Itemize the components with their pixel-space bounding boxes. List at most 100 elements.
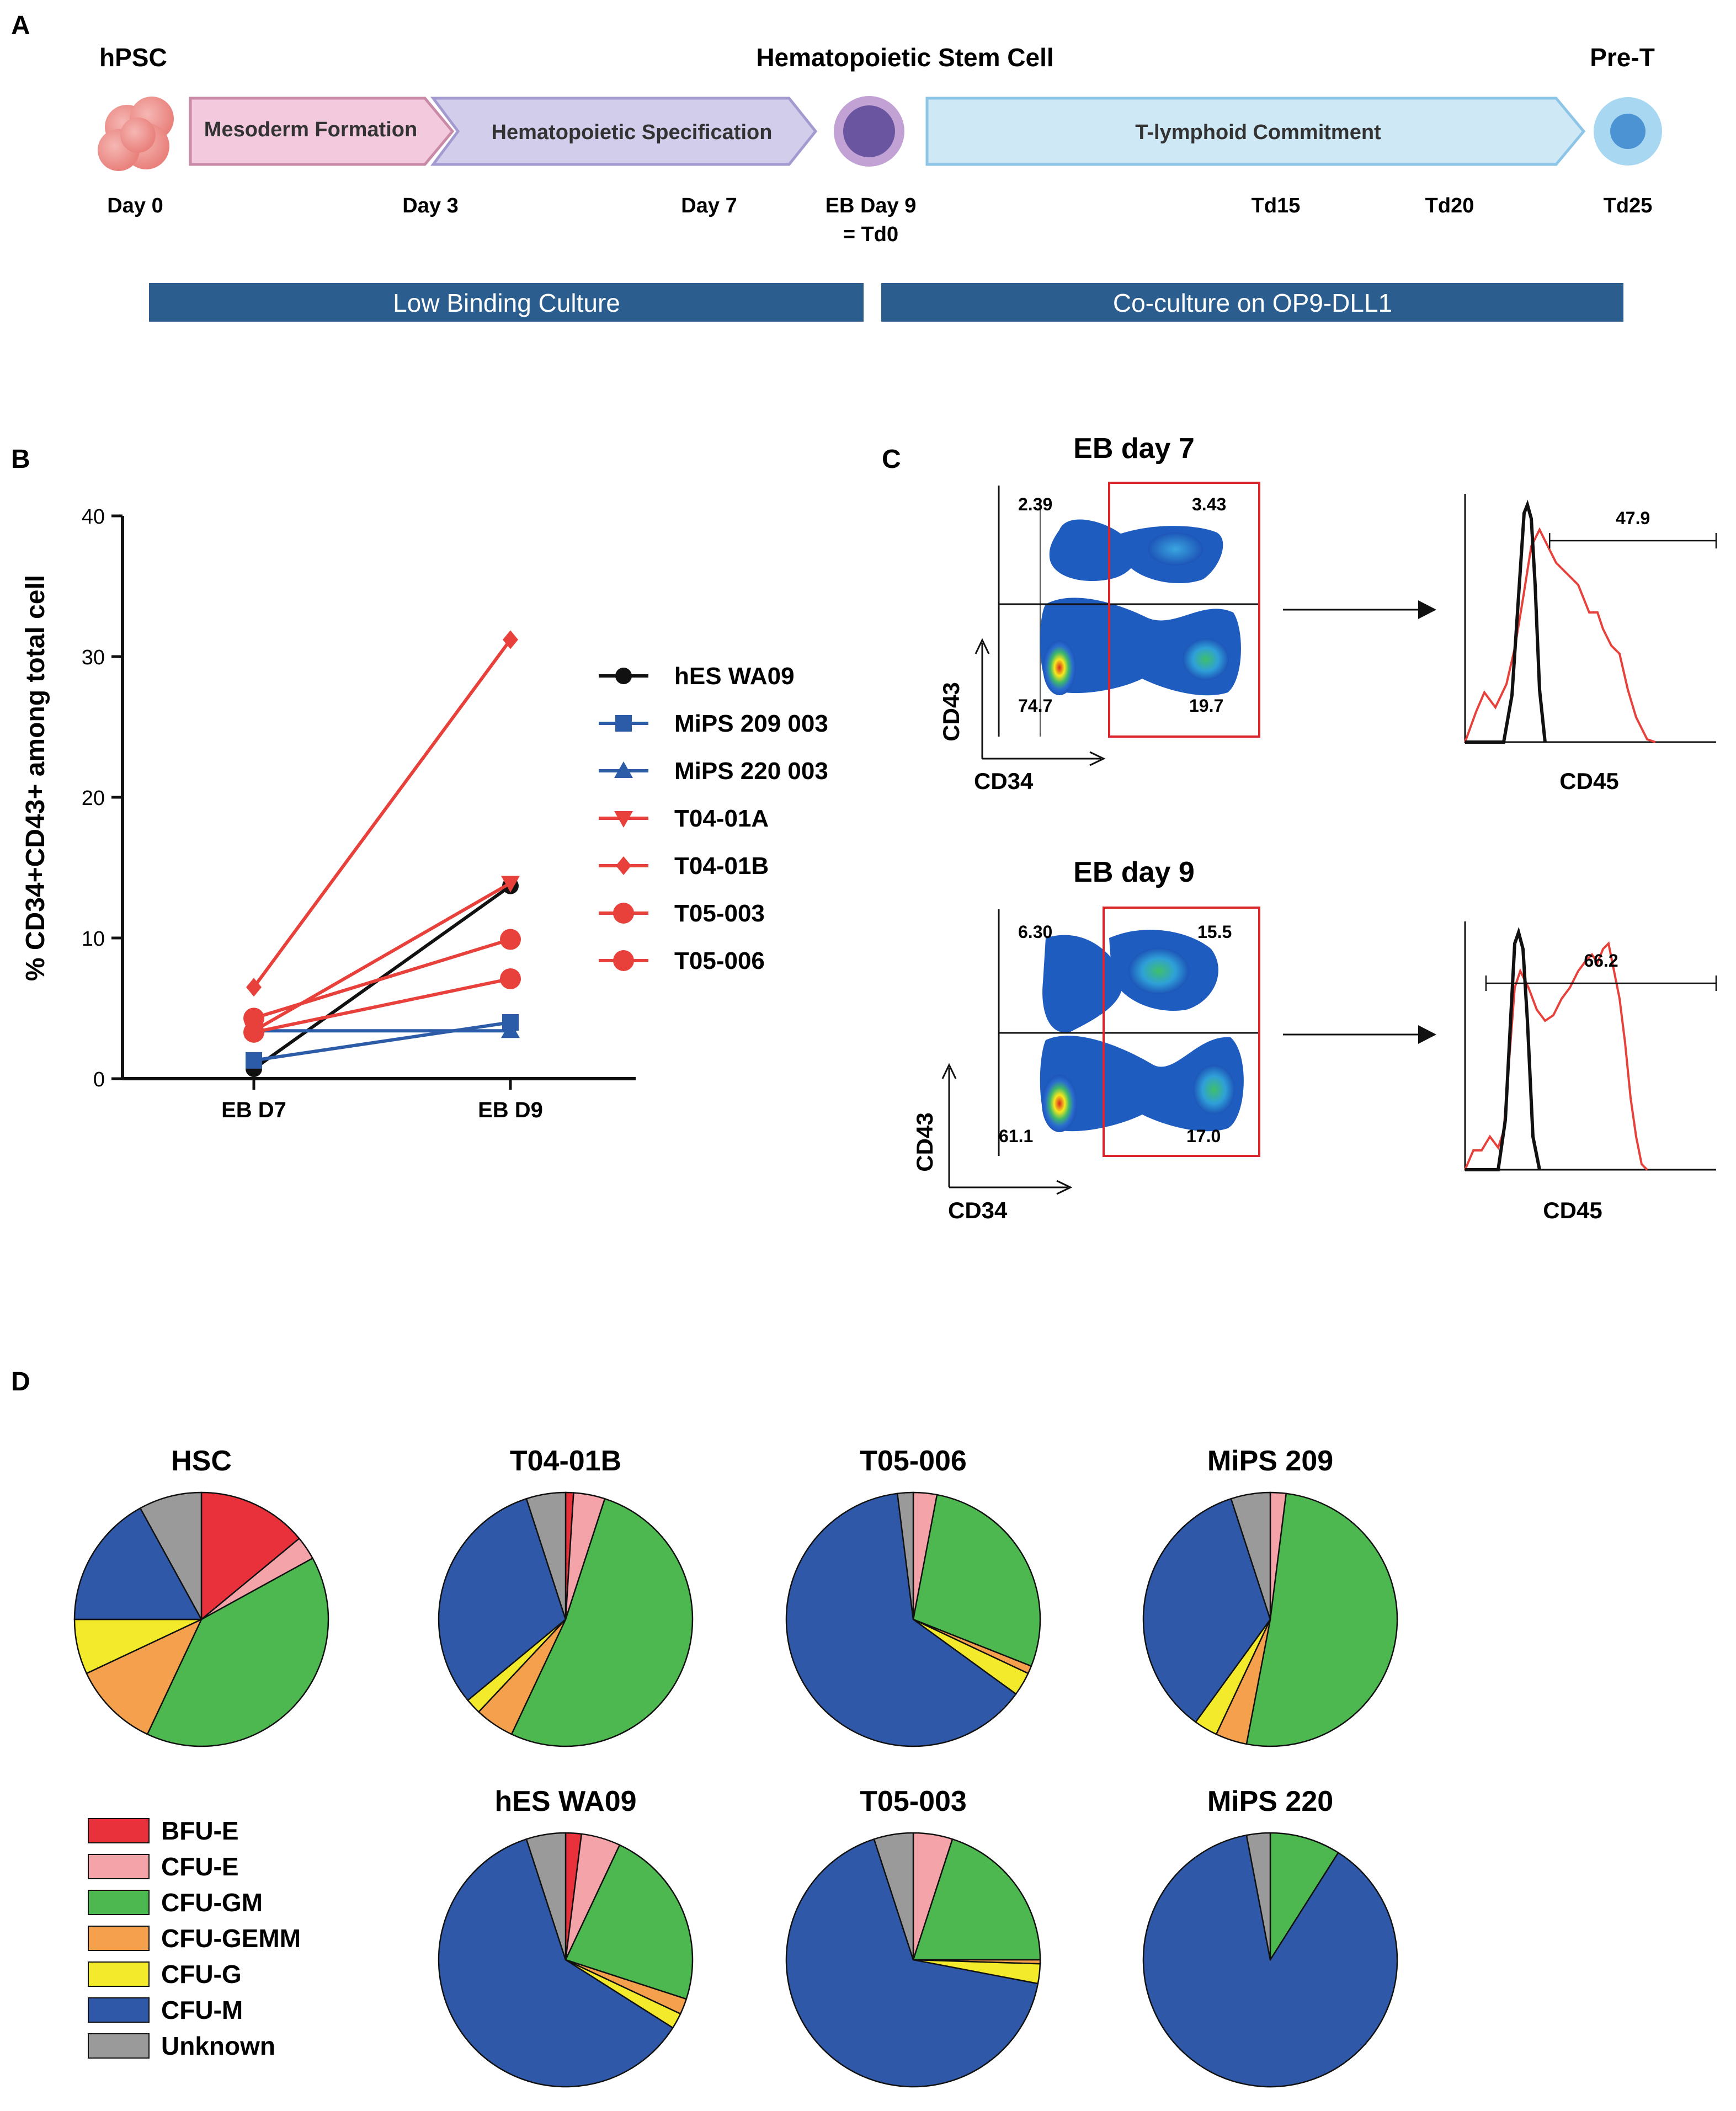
pie-legend-item-4: CFU-G (88, 1960, 242, 1989)
hemato-spec-arrow (430, 97, 818, 166)
pie-legend-swatch-1 (88, 1854, 150, 1879)
pie-1-slice-cfu-gm (510, 1497, 694, 1747)
mesoderm-label: Mesoderm Formation (204, 118, 417, 141)
pie-legend-swatch-2 (88, 1890, 150, 1915)
hpsc-cell-cluster-icon (98, 97, 174, 171)
y-ticks: 0 10 20 30 40 (82, 505, 123, 1091)
flow-arrow-day9 (1418, 1025, 1436, 1044)
pie-6-slice-unknown (1245, 1832, 1271, 1960)
pie-1: T04-01B (438, 1445, 694, 1747)
pie-5: T05-003 (785, 1785, 1041, 2088)
hemato-spec-label: Hematopoietic Specification (492, 121, 773, 144)
pie-legend: BFU-E CFU-E CFU-GM CFU-GEMM CFU-G CFU-M Unknow… (88, 1816, 301, 2060)
x-tick-label-1: EB D9 (478, 1098, 543, 1122)
series-4-point-0 (246, 978, 262, 997)
series-4 (246, 630, 518, 997)
y-tick-label-1: 10 (82, 927, 105, 951)
y-tick-label-2: 20 (82, 787, 105, 810)
pie-3-slice-unknown (1230, 1491, 1271, 1620)
td0: = Td0 (843, 223, 898, 246)
pie-legend-label-2: CFU-GM (161, 1888, 263, 1917)
legend-marker-0 (615, 668, 632, 684)
histogram-day9: 66.2 CD45 (1464, 921, 1717, 1223)
series-5-point-1 (500, 929, 521, 950)
series-line-4 (252, 638, 512, 989)
series-3-point-1 (501, 876, 520, 893)
series-1-point-0 (246, 1052, 262, 1069)
q-ur-day9: 15.5 (1197, 922, 1232, 942)
legend-label-0: hES WA09 (674, 663, 795, 690)
gate-value-day7: 47.9 (1616, 508, 1650, 528)
legend-label-4: T04-01B (674, 852, 769, 879)
pie-legend-label-0: BFU-E (161, 1816, 239, 1845)
q-ur-day7: 3.43 (1192, 494, 1226, 514)
pre-t-cell-icon (1594, 97, 1662, 166)
pie-legend-label-3: CFU-GEMM (161, 1924, 301, 1953)
pie-legend-item-6: Unknown (88, 2032, 275, 2060)
pie-5-slice-cfu-gm (912, 1838, 1041, 1961)
pie-0-slice-bfu-e (200, 1491, 300, 1621)
pie-legend-item-1: CFU-E (88, 1852, 239, 1881)
gate-value-day9: 66.2 (1584, 951, 1618, 971)
series-group (243, 630, 521, 1078)
series-line-5 (253, 937, 511, 1020)
series-6-point-1 (500, 968, 521, 989)
pie-title-3: MiPS 209 (1207, 1445, 1333, 1477)
ylabel-day7: CD43 (938, 682, 964, 741)
pie-4: hES WA09 (438, 1785, 694, 2088)
series-1 (246, 1014, 519, 1069)
pie-legend-label-4: CFU-G (161, 1960, 242, 1989)
legend-item-2: MiPS 220 003 (599, 758, 828, 785)
day-3: Day 3 (402, 194, 458, 217)
pie-4-slice-cfu-m (438, 1838, 674, 2088)
pie-3: MiPS 209 (1142, 1445, 1398, 1747)
pie-title-1: T04-01B (510, 1445, 621, 1477)
td20: Td20 (1425, 194, 1474, 217)
series-4-point-1 (503, 630, 518, 649)
low-binding-label: Low Binding Culture (393, 289, 620, 317)
q-lr-day9: 17.0 (1186, 1126, 1221, 1146)
day-0: Day 0 (107, 194, 163, 217)
q-ll-day9: 61.1 (999, 1126, 1033, 1146)
legend-marker-6 (613, 950, 634, 971)
series-3 (244, 876, 520, 1041)
flow-title-day9: EB day 9 (1073, 856, 1195, 888)
pie-charts: HSC T04-01B T05-006 MiPS 209 hES WA09 T05-003… (73, 1445, 1398, 2088)
pie-legend-swatch-0 (88, 1818, 150, 1843)
pie-4-slice-unknown (525, 1832, 567, 1960)
mesoderm-arrow (189, 97, 455, 166)
co-culture-bar (881, 283, 1623, 322)
legend-marker-3 (614, 811, 633, 828)
series-line-6 (253, 977, 511, 1034)
q-ll-day7: 74.7 (1018, 696, 1052, 716)
pie-title-4: hES WA09 (494, 1785, 636, 1817)
pie-3-slice-cfu-m (1142, 1497, 1271, 1723)
legend-item-3: T04-01A (599, 805, 769, 832)
legend-item-1: MiPS 209 003 (599, 710, 828, 737)
panel-c-label: C (882, 445, 901, 474)
legend-label-1: MiPS 209 003 (674, 710, 828, 737)
legend-label-2: MiPS 220 003 (674, 758, 828, 785)
pie-0-slice-cfu-g (73, 1618, 202, 1675)
legend-item-4: T04-01B (599, 852, 769, 879)
pie-4-slice-cfu-gm (565, 1844, 694, 2000)
pie-0: HSC (73, 1445, 329, 1747)
hsc-cell-icon (834, 96, 904, 167)
td15: Td15 (1252, 194, 1301, 217)
flow-arrow-day7 (1418, 600, 1436, 619)
pie-legend-swatch-6 (88, 2033, 150, 2059)
legend-label-6: T05-006 (674, 947, 765, 974)
line-chart-ylabel: % CD34+CD43+ among total cell (21, 575, 50, 981)
series-6 (243, 968, 521, 1043)
pie-legend-item-3: CFU-GEMM (88, 1924, 301, 1953)
q-ul-day7: 2.39 (1018, 494, 1052, 514)
legend-marker-2 (614, 761, 633, 778)
axes-arrows-day7 (974, 638, 1106, 766)
legend: hES WA09 MiPS 209 003 MiPS 220 003 T04-01A T… (599, 663, 828, 974)
flow-plot-day7: EB day 7 2.39 3.43 74.7 19.7 CD43 CD34 (938, 433, 1717, 794)
ylabel-day9: CD43 (912, 1112, 938, 1171)
y-tick-label-0: 0 (93, 1068, 105, 1091)
pie-2-slice-unknown (896, 1491, 914, 1620)
series-line-1 (253, 1021, 511, 1062)
